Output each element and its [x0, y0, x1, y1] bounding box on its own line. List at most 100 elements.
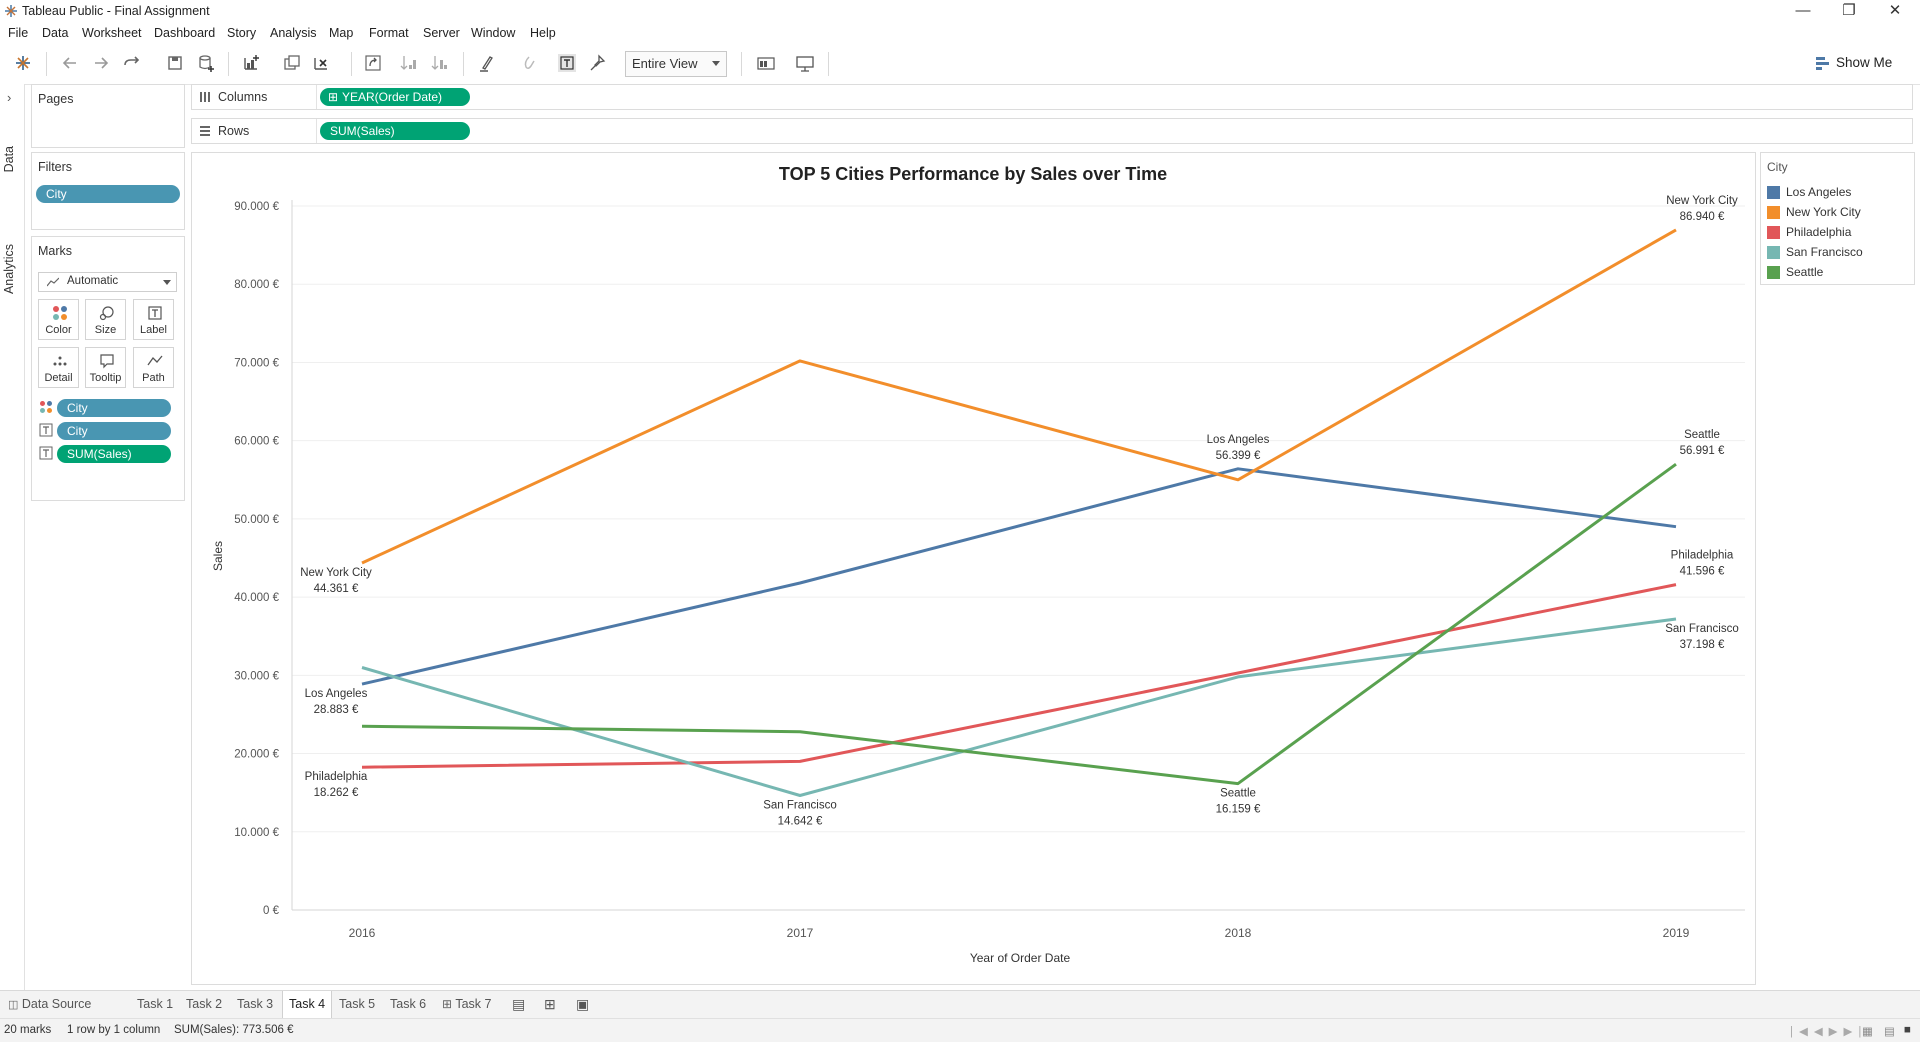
mark-label-value: 41.596 € — [1680, 566, 1725, 578]
mark-label-value: 14.642 € — [778, 815, 823, 827]
menu-analysis[interactable]: Analysis — [270, 26, 317, 40]
menu-data[interactable]: Data — [42, 26, 69, 40]
new-story-tab-icon[interactable]: ▣ — [576, 996, 590, 1012]
group-members-icon[interactable] — [517, 52, 539, 74]
mark-label-value: 56.399 € — [1216, 450, 1261, 462]
size-label: Size — [94, 324, 117, 336]
rows-icon — [200, 126, 210, 136]
color-legend[interactable]: City Los Angeles New York City Philadelp… — [1760, 152, 1915, 285]
series-line-seattle[interactable] — [361, 462, 1677, 786]
y-tick-label: 90.000 € — [234, 201, 279, 213]
presentation-mode-icon[interactable] — [794, 52, 816, 74]
status-sum: SUM(Sales): 773.506 € — [174, 1024, 294, 1036]
data-source-tab[interactable]: ◫ Data Source — [8, 997, 91, 1011]
mark-label: Seattle 16.159 € — [1216, 788, 1261, 816]
y-tick-label: 70.000 € — [234, 357, 279, 369]
menu-format[interactable]: Format — [369, 26, 409, 40]
new-worksheet-icon[interactable] — [240, 52, 262, 74]
mark-label-city: Philadelphia — [305, 771, 368, 783]
y-tick-label: 10.000 € — [234, 827, 279, 839]
series-lines[interactable] — [361, 228, 1677, 797]
menu-window[interactable]: Window — [471, 26, 516, 40]
filmstrip-icon[interactable]: ▤ — [1884, 1026, 1895, 1038]
mark-label: Seattle 56.991 € — [1680, 429, 1725, 457]
duplicate-sheet-icon[interactable] — [281, 52, 303, 74]
sheet-tab-task-6[interactable]: Task 6 — [390, 997, 427, 1011]
sheet-tab-task-7[interactable]: ⊞ Task 7 — [442, 997, 491, 1011]
clear-sheet-icon[interactable] — [310, 52, 332, 74]
filters-panel[interactable]: Filters City — [31, 152, 185, 230]
mark-type-dropdown[interactable]: Automatic — [38, 272, 177, 292]
x-tick-label: 2016 — [349, 926, 376, 940]
redo-icon[interactable] — [90, 52, 112, 74]
save-icon[interactable] — [164, 52, 186, 74]
series-line-philadelphia[interactable] — [361, 583, 1677, 769]
menu-file[interactable]: File — [8, 26, 29, 40]
restore-icon[interactable]: ❐ — [1842, 2, 1856, 19]
mark-label: Philadelphia 18.262 € — [305, 771, 368, 799]
pages-panel[interactable]: Pages — [31, 84, 185, 148]
menu-dashboard[interactable]: Dashboard — [154, 26, 216, 40]
mark-labels: Los Angeles 28.883 € New York City 44.361 €… — [300, 195, 1739, 828]
menu-server[interactable]: Server — [423, 26, 460, 40]
line-chart[interactable]: TOP 5 Cities Performance by Sales over T… — [192, 153, 1755, 984]
tabs-view-icon[interactable]: ■ — [1904, 1024, 1911, 1036]
new-data-source-icon[interactable] — [195, 52, 217, 74]
analytics-tab[interactable]: Analytics — [2, 244, 16, 295]
series-line-san-francisco[interactable] — [361, 617, 1677, 797]
highlight-icon[interactable] — [476, 52, 498, 74]
fix-axes-icon[interactable] — [587, 52, 609, 74]
path-button[interactable]: Path — [133, 347, 174, 388]
sheet-navigation-icon[interactable]: |◀◀▶▶| — [1790, 1026, 1868, 1038]
show-cards-icon[interactable] — [755, 52, 777, 74]
sheet-tab-task-5[interactable]: Task 5 — [339, 997, 376, 1011]
series-line-los-angeles[interactable] — [361, 467, 1677, 686]
sort-ascending-icon[interactable] — [398, 52, 420, 74]
filter-pill-city[interactable]: City — [36, 185, 180, 203]
marks-field-city-label[interactable]: City — [57, 422, 171, 440]
minimize-icon[interactable]: — — [1795, 2, 1811, 19]
sheet-sorter-icon[interactable]: ▦ — [1862, 1026, 1873, 1038]
series-line-new-york-city[interactable] — [361, 228, 1677, 565]
legend-label: Philadelphia — [1786, 225, 1852, 239]
sheet-tab-task-7-label: Task 7 — [455, 997, 492, 1011]
sheet-tab-task-4[interactable]: Task 4 — [282, 991, 333, 1019]
rows-shelf[interactable]: Rows SUM(Sales) — [191, 118, 1913, 144]
tableau-home-icon[interactable] — [12, 52, 34, 74]
data-tab[interactable]: Data — [2, 146, 16, 173]
new-worksheet-tab-icon[interactable]: ▤ — [512, 996, 526, 1012]
detail-icon — [53, 356, 67, 366]
columns-shelf[interactable]: Columns ⊞ YEAR(Order Date) — [191, 84, 1913, 110]
mark-label-city: New York City — [300, 567, 372, 579]
size-button[interactable]: Size — [85, 299, 126, 340]
expand-panel-icon[interactable]: › — [7, 90, 12, 105]
show-mark-labels-icon[interactable] — [556, 52, 578, 74]
undo-icon[interactable] — [59, 52, 81, 74]
sheet-tab-task-3[interactable]: Task 3 — [237, 997, 274, 1011]
mark-label-value: 44.361 € — [314, 583, 359, 595]
tooltip-button[interactable]: Tooltip — [85, 347, 126, 388]
label-icon — [148, 306, 162, 320]
menu-map[interactable]: Map — [329, 26, 354, 40]
sheet-tab-task-1[interactable]: Task 1 — [137, 997, 174, 1011]
worksheet-view[interactable]: TOP 5 Cities Performance by Sales over T… — [191, 152, 1756, 985]
swap-rows-columns-icon[interactable] — [362, 52, 384, 74]
color-button[interactable]: Color — [38, 299, 79, 340]
replay-icon[interactable] — [121, 52, 143, 74]
fit-dropdown[interactable]: Entire View — [625, 51, 727, 77]
new-dashboard-tab-icon[interactable]: ⊞ — [544, 996, 556, 1012]
label-button[interactable]: Label — [133, 299, 174, 340]
marks-field-sum-sales[interactable]: SUM(Sales) — [57, 445, 171, 463]
sheet-tab-task-2[interactable]: Task 2 — [186, 997, 223, 1011]
rows-pill-sum-sales[interactable]: SUM(Sales) — [320, 122, 470, 140]
sort-descending-icon[interactable] — [429, 52, 451, 74]
menu-worksheet[interactable]: Worksheet — [82, 26, 142, 40]
columns-pill-year-order-date[interactable]: ⊞ YEAR(Order Date) — [320, 88, 470, 106]
close-icon[interactable]: ✕ — [1888, 2, 1902, 19]
detail-button[interactable]: Detail — [38, 347, 79, 388]
menu-help[interactable]: Help — [530, 26, 556, 40]
marks-field-city-color[interactable]: City — [57, 399, 171, 417]
y-axis-ticks: 0 € 10.000 € 20.000 € 30.000 € 40.000 € 50.00… — [234, 201, 279, 917]
mark-label-city: Seattle — [1684, 429, 1720, 441]
menu-story[interactable]: Story — [227, 26, 257, 40]
